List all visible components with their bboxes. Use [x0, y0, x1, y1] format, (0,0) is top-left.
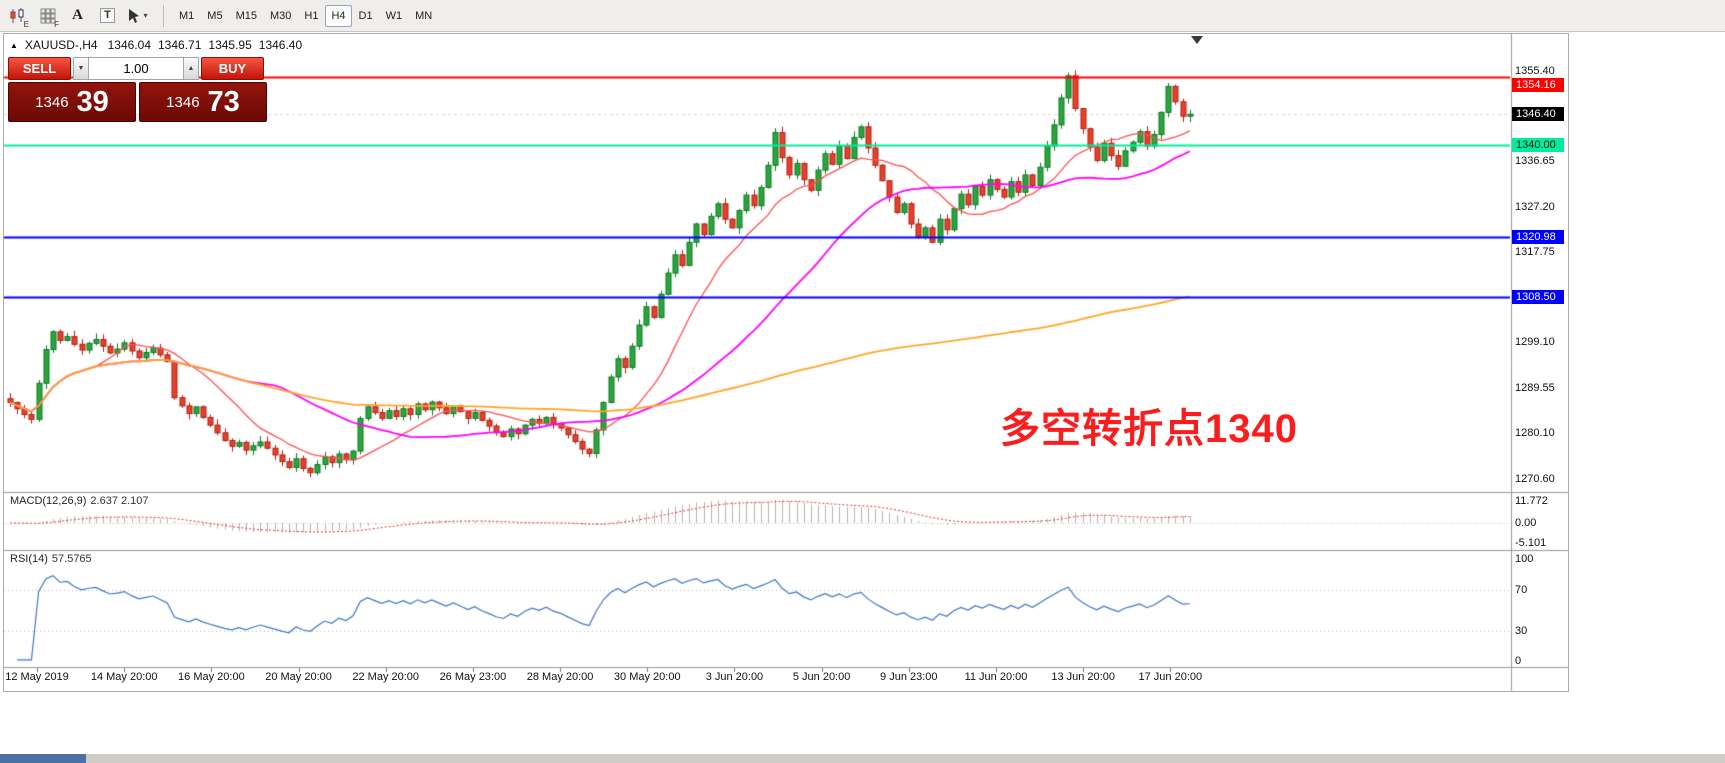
time-tick-label: 3 Jun 20:00 [705, 671, 764, 683]
price-level-badge: 1346.40 [1512, 107, 1564, 121]
timeframe-buttons: M1 M5 M15 M30 H1 H4 D1 W1 MN [173, 4, 439, 27]
grid-style-icon[interactable]: F [34, 3, 61, 29]
ask-pips: 73 [207, 85, 240, 118]
top-toolbar: E F A T ▾ M1 M5 M15 M30 H1 H4 D1 W1 MN [0, 0, 1725, 32]
chart-annotation-text[interactable]: 多空转折点1340 [1000, 407, 1298, 451]
bid-big-figure: 1346 [35, 93, 69, 111]
time-tick-label: 11 Jun 20:00 [964, 671, 1028, 683]
sell-button[interactable]: SELL [8, 57, 71, 80]
crosshair-tool-icon[interactable]: ▾ [124, 3, 151, 29]
tf-button-m15[interactable]: M15 [235, 9, 257, 22]
price-tick-label: 1355.40 [1515, 65, 1555, 77]
volume-decrease-button[interactable]: ▼ [73, 57, 89, 80]
tf-button-w1[interactable]: W1 [385, 9, 403, 22]
one-click-collapse-icon[interactable]: ▲ [10, 40, 18, 50]
price-tick-label: 1270.60 [1515, 473, 1555, 485]
time-tick-label: 30 May 20:00 [613, 671, 681, 683]
time-tick-label: 12 May 2019 [5, 671, 69, 683]
price-tick-label: 1336.65 [1515, 155, 1555, 167]
one-click-trading-panel: SELL ▼ ▲ BUY 1346 39 1346 73 [8, 57, 267, 122]
price-tick-label: 1299.10 [1515, 336, 1555, 348]
time-tick-label: 5 Jun 20:00 [792, 671, 851, 683]
tf-button-m5[interactable]: M5 [207, 9, 223, 22]
tf-button-h4[interactable]: H4 [325, 4, 352, 27]
bottom-panel-blue-segment [0, 754, 86, 763]
time-tick-label: 14 May 20:00 [90, 671, 158, 683]
tf-button-m30[interactable]: M30 [269, 9, 292, 22]
bid-pips: 39 [76, 85, 109, 118]
text-box-icon[interactable]: T [94, 3, 121, 29]
tf-button-h1[interactable]: H1 [304, 9, 319, 22]
price-tick-label: 1289.55 [1515, 382, 1555, 394]
time-tick-label: 22 May 20:00 [352, 671, 420, 683]
price-tick-label: 1327.20 [1515, 201, 1555, 213]
time-tick-label: 16 May 20:00 [178, 671, 245, 683]
volume-input[interactable] [89, 57, 183, 80]
time-tick-label: 13 Jun 20:00 [1051, 671, 1115, 683]
buy-button[interactable]: BUY [201, 57, 264, 80]
tf-button-d1[interactable]: D1 [358, 9, 373, 22]
time-tick-label: 28 May 20:00 [526, 671, 594, 683]
time-tick-label: 26 May 23:00 [439, 671, 507, 683]
toolbar-separator [163, 4, 164, 27]
price-level-badge: 1354.16 [1512, 78, 1564, 92]
candlestick-style-icon[interactable]: E [4, 3, 31, 29]
time-tick-label: 20 May 20:00 [265, 671, 332, 683]
chart-shift-marker[interactable] [1191, 36, 1203, 44]
buy-price-display[interactable]: 1346 73 [139, 82, 267, 122]
time-tick-label: 17 Jun 20:00 [1138, 671, 1203, 683]
text-label-icon[interactable]: A [72, 7, 83, 23]
tf-button-mn[interactable]: MN [415, 9, 433, 22]
price-level-badge: 1340.00 [1512, 138, 1564, 152]
price-level-badge: 1308.50 [1512, 290, 1564, 304]
sell-price-display[interactable]: 1346 39 [8, 82, 136, 122]
toolbar-icons: E F A T ▾ [4, 3, 154, 29]
ask-big-figure: 1346 [166, 93, 200, 111]
time-tick-label: 9 Jun 23:00 [880, 671, 938, 683]
price-tick-label: 1280.10 [1515, 427, 1555, 439]
price-level-badge: 1320.98 [1512, 230, 1564, 244]
price-tick-label: 1317.75 [1515, 246, 1555, 258]
volume-increase-button[interactable]: ▲ [183, 57, 199, 80]
bottom-panel-strip [0, 754, 1725, 763]
chevron-down-icon: ▾ [143, 11, 148, 20]
tf-button-m1[interactable]: M1 [179, 9, 195, 22]
